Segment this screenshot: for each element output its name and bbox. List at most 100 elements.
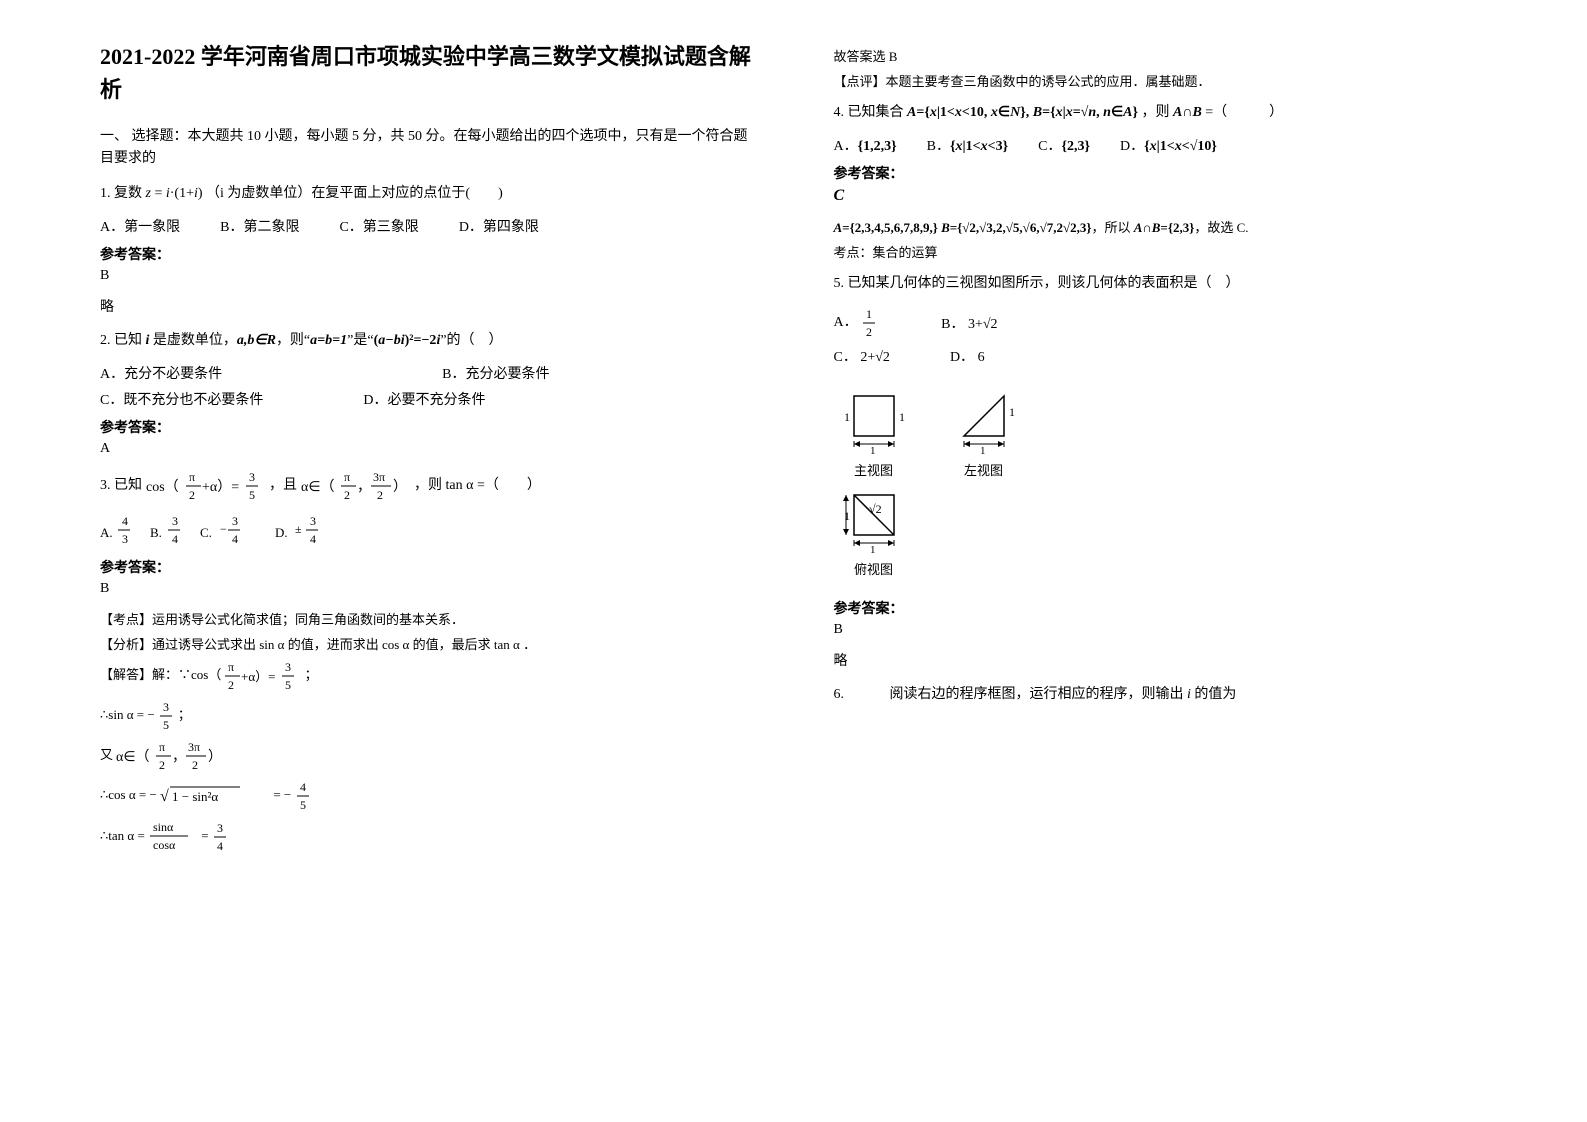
q2-options-row2: C．既不充分也不必要条件 D．必要不充分条件 [100, 389, 754, 409]
svg-text:3: 3 [122, 532, 128, 546]
q3-fenxi: 【分析】通过诱导公式求出 sin α 的值，进而求出 cos α 的值，最后求 … [100, 634, 754, 653]
svg-text:√2: √2 [869, 502, 882, 516]
svg-text:2: 2 [228, 678, 234, 692]
svg-text:3: 3 [310, 514, 316, 528]
range2: α∈（ π 2 ， 3π 2 ） [116, 739, 226, 773]
q5-optC: C． 2+√2 [834, 346, 890, 366]
q3-step-sin: ∴sin α = − 3 5 ； [100, 699, 754, 733]
svg-text:5: 5 [163, 718, 169, 732]
q4-stem-post: ，则 A∩B =（ ） [1142, 105, 1284, 120]
svg-text:3: 3 [285, 660, 291, 674]
svg-text:A.: A. [100, 525, 113, 540]
svg-text:π: π [189, 470, 195, 484]
q3-conclusion: 故答案选 B [834, 46, 1488, 65]
svg-text:4: 4 [172, 532, 178, 546]
q5-optA: A． 1 2 [834, 306, 882, 340]
frac34: 3 4 [212, 820, 232, 854]
svg-text:4: 4 [232, 532, 238, 546]
svg-text:2: 2 [866, 325, 872, 339]
q3-range: α∈（ π 2 ， 3π 2 ） [301, 478, 415, 493]
q1-stem-pre: 1. 复数 [100, 186, 142, 201]
right-column: 故答案选 B 【点评】本题主要考查三角函数中的诱导公式的应用．属基础题． 4. … [834, 40, 1488, 861]
svg-text:√: √ [160, 788, 169, 805]
range-icon: α∈（ π 2 ， 3π 2 ） [301, 469, 411, 503]
q5-optB: B． 3+√2 [941, 313, 997, 333]
q4-options: A．{1,2,3} B．{x|1<x<3} C．{2,3} D．{x|1<x<√… [834, 135, 1488, 155]
svg-text:4: 4 [122, 514, 128, 528]
frac-sincos: sinα cosα [148, 819, 198, 855]
q2-optB: B．充分必要条件 [442, 363, 549, 383]
q1-formula: z = i·(1+i) [146, 186, 203, 201]
q5-ans: B [834, 622, 1488, 638]
q4-kaodian: 考点：集合的运算 [834, 242, 1488, 261]
svg-text:4: 4 [300, 780, 306, 794]
q2-optD: D．必要不充分条件 [363, 389, 485, 409]
svg-text:1: 1 [844, 410, 850, 424]
svg-text:π: π [159, 740, 165, 754]
svg-text:1: 1 [899, 410, 905, 424]
q6-stem: 6. 阅读右边的程序框图，运行相应的程序，则输出 i 的值为 [834, 687, 1237, 702]
frac35: 3 5 [158, 699, 178, 733]
svg-text:2: 2 [377, 488, 383, 502]
question-4: 4. 已知集合 A={x|1<x<10, x∈N}, B={x|x=√n, n∈… [834, 100, 1488, 125]
svg-text:5: 5 [249, 488, 255, 502]
q5-options-row1: A． 1 2 B． 3+√2 [834, 306, 1488, 340]
view-row-2: √2 1 1 俯视图 [834, 485, 1488, 578]
q1-optC: C．第三象限 [339, 216, 418, 236]
svg-text:C.: C. [200, 525, 212, 540]
q3-dianping: 【点评】本题主要考查三角函数中的诱导公式的应用．属基础题． [834, 71, 1488, 90]
left-view: 1 1 左视图 [944, 386, 1024, 479]
q2-optA: A．充分不必要条件 [100, 363, 222, 383]
q3-jieda-label: 【解答】解：∵cos（ [100, 667, 221, 682]
q2-ans-label: 参考答案： [100, 417, 754, 437]
q3-options: A. 4 3 B. 3 4 C. − 3 4 D. ± 3 4 [100, 513, 754, 549]
section1-heading: 一、 选择题：本大题共 10 小题，每小题 5 分，共 50 分。在每小题给出的… [100, 126, 754, 171]
q1-ans: B [100, 268, 754, 284]
q1-options: A．第一象限 B．第二象限 C．第三象限 D．第四象限 [100, 216, 754, 236]
top-view: √2 1 1 俯视图 [834, 485, 914, 578]
svg-text:α∈（: α∈（ [116, 749, 150, 765]
q3-opts-svg: A. 4 3 B. 3 4 C. − 3 4 D. ± 3 4 [100, 513, 400, 549]
main-view: 1 1 1 主视图 [834, 386, 914, 479]
question-6: 6. 阅读右边的程序框图，运行相应的程序，则输出 i 的值为 [834, 682, 1488, 707]
q4-optB: B．{x|1<x<3} [927, 135, 1008, 155]
svg-text:4: 4 [217, 839, 223, 853]
svg-text:5: 5 [300, 798, 306, 812]
three-views: 1 1 1 主视图 1 [834, 386, 1488, 578]
q4-stem-pre: 4. 已知集合 [834, 105, 904, 120]
svg-text:+α）=: +α）= [202, 479, 239, 495]
q4-optA: A．{1,2,3} [834, 135, 897, 155]
q4-optD: D．{x|1<x<√10} [1120, 135, 1217, 155]
q3-step-range: 又 α∈（ π 2 ， 3π 2 ） [100, 739, 754, 773]
q3-ans: B [100, 581, 754, 597]
svg-text:4: 4 [310, 532, 316, 546]
q5-ans-note: 略 [834, 650, 1488, 670]
svg-text:3: 3 [249, 470, 255, 484]
q5-ans-label: 参考答案： [834, 598, 1488, 618]
left-view-label: 左视图 [944, 460, 1024, 479]
q1-optB: B．第二象限 [220, 216, 299, 236]
svg-text:）: ） [393, 479, 407, 495]
view-row-1: 1 1 1 主视图 1 [834, 386, 1488, 479]
svg-text:1: 1 [980, 445, 986, 456]
svg-text:1: 1 [870, 445, 876, 456]
jieda-frac1: π 2 +α）= 3 5 [225, 659, 305, 693]
q1-ans-note: 略 [100, 296, 754, 316]
q3-kaodian: 【考点】运用诱导公式化简求值；同角三角函数间的基本关系． [100, 609, 754, 628]
svg-text:3: 3 [232, 514, 238, 528]
svg-text:π: π [344, 470, 350, 484]
svg-text:1: 1 [1009, 405, 1015, 419]
frac45: 4 5 [295, 779, 315, 813]
svg-text:+α）=: +α）= [241, 669, 275, 684]
q4-sets: A={x|1<x<10, x∈N}, B={x|x=√n, n∈A} [907, 105, 1138, 120]
main-view-svg: 1 1 1 [834, 386, 914, 456]
question-5: 5. 已知某几何体的三视图如图所示，则该几何体的表面积是（ ） [834, 271, 1488, 296]
svg-text:3: 3 [217, 821, 223, 835]
q3-cos-expr: cos（ π 2 +α）= 3 5 [146, 478, 270, 493]
frac12: 1 2 [861, 306, 881, 340]
svg-text:5: 5 [285, 678, 291, 692]
svg-text:3π: 3π [373, 470, 385, 484]
q1-optD: D．第四象限 [459, 216, 539, 236]
svg-text:cosα: cosα [153, 838, 176, 852]
question-1: 1. 复数 z = i·(1+i) （i 为虚数单位）在复平面上对应的点位于( … [100, 181, 754, 206]
